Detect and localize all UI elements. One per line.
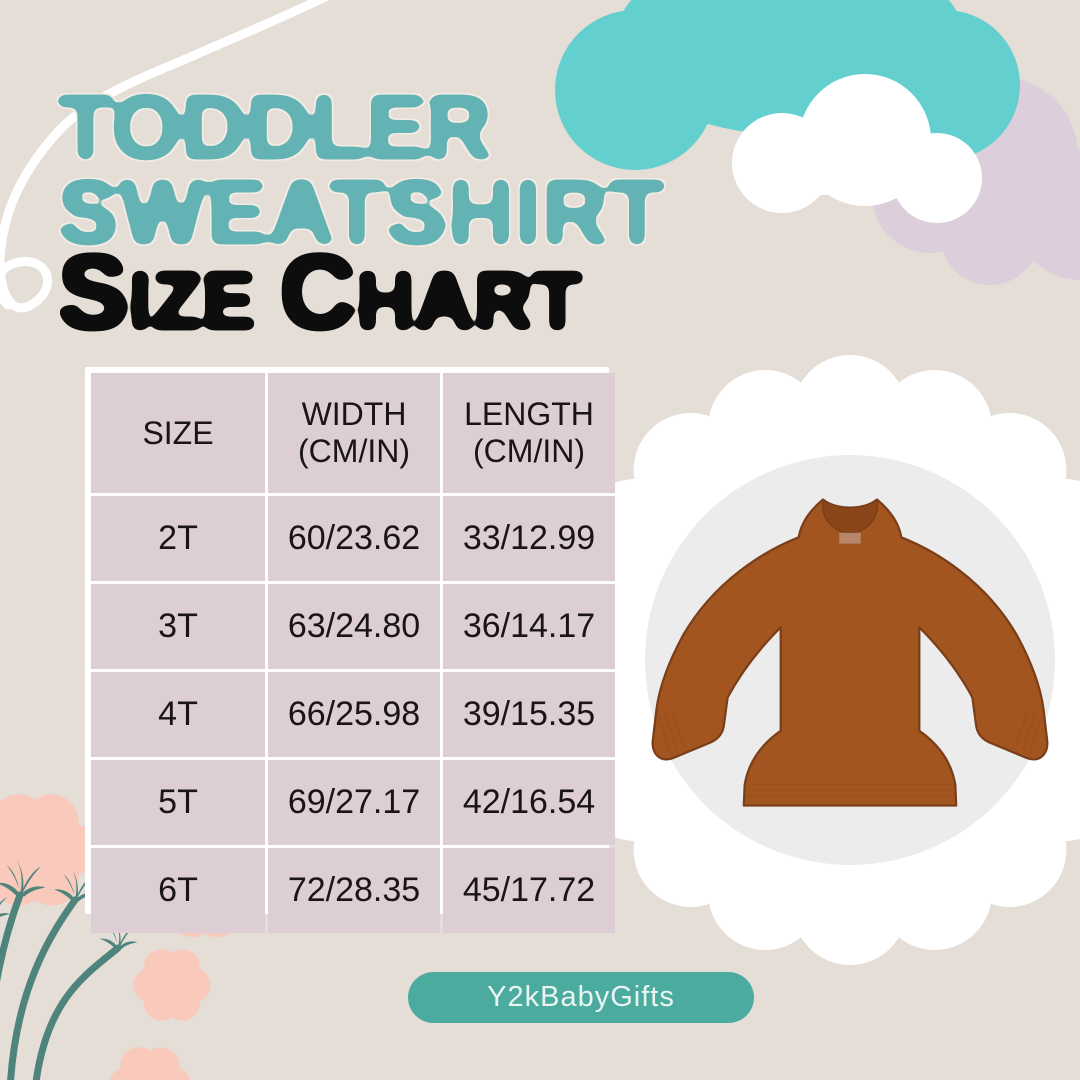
svg-text:SWEATSHIRT: SWEATSHIRT: [58, 163, 666, 263]
